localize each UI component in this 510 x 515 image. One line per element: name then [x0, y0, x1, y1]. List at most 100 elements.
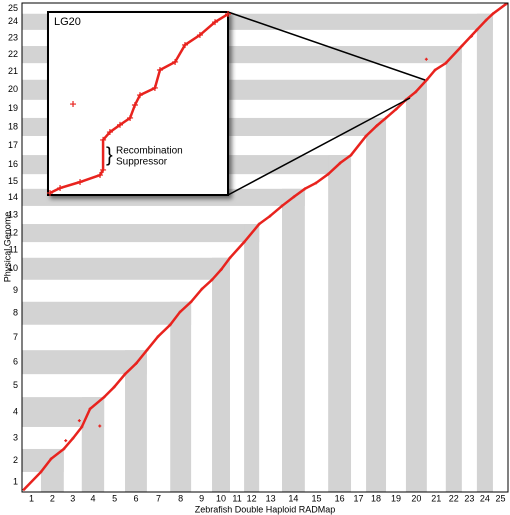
x-tick-label: 4 — [90, 493, 95, 503]
point — [257, 222, 261, 226]
band — [212, 257, 231, 492]
x-tick-label: 13 — [266, 493, 276, 503]
point — [470, 34, 474, 38]
point — [106, 129, 113, 136]
x-tick-label: 15 — [312, 493, 322, 503]
y-tick-label: 4 — [13, 406, 18, 416]
point — [212, 19, 219, 26]
band — [22, 224, 260, 243]
x-tick-label: 17 — [354, 493, 364, 503]
y-tick-label: 9 — [13, 285, 18, 295]
point — [97, 172, 104, 179]
y-tick-label: 23 — [8, 32, 18, 42]
point — [49, 457, 53, 461]
point — [57, 185, 64, 192]
y-tick-label: 5 — [13, 380, 18, 390]
point — [88, 407, 92, 411]
band — [405, 79, 427, 492]
y-tick-label: 25 — [8, 3, 18, 13]
point — [156, 67, 163, 74]
x-tick-label: 9 — [199, 493, 204, 503]
y-tick-label: 22 — [8, 49, 18, 59]
point — [375, 124, 379, 128]
band — [445, 46, 462, 492]
y-tick-label: 17 — [8, 140, 18, 150]
y-tick-label: 14 — [8, 192, 18, 202]
point — [200, 287, 204, 291]
x-tick-label: 21 — [431, 493, 441, 503]
point — [189, 300, 193, 304]
y-axis-label: Physical Genome — [2, 212, 12, 283]
y-tick-label: 11 — [9, 244, 18, 254]
inset-plot — [46, 11, 231, 196]
point — [123, 372, 127, 376]
point — [280, 204, 284, 208]
x-tick-label: 10 — [216, 493, 226, 503]
point — [64, 439, 68, 443]
point — [156, 334, 160, 338]
inset-frame — [47, 11, 229, 196]
annotation: Suppressor — [116, 157, 168, 168]
x-tick-label: 19 — [391, 493, 401, 503]
band — [282, 188, 305, 492]
y-tick-label: 2 — [13, 455, 18, 465]
point — [22, 488, 26, 492]
point — [475, 28, 479, 32]
band — [170, 301, 192, 492]
x-tick-label: 22 — [449, 493, 459, 503]
point — [117, 121, 123, 128]
point — [98, 424, 102, 428]
point — [225, 11, 231, 18]
point — [151, 84, 158, 91]
y-tick-label: 8 — [13, 308, 18, 318]
point — [444, 61, 448, 65]
point — [62, 447, 66, 451]
band — [40, 448, 64, 492]
x-tick-label: 1 — [29, 493, 34, 503]
y-tick-label: 20 — [8, 84, 18, 94]
point — [134, 361, 138, 365]
point — [460, 44, 464, 48]
y-tick-label: 10 — [8, 263, 18, 273]
x-tick-label: 5 — [112, 493, 117, 503]
point — [145, 348, 149, 352]
band — [366, 117, 387, 492]
band — [244, 224, 260, 492]
annotation: Recombination — [116, 146, 183, 157]
y-tick-label: 21 — [8, 66, 18, 76]
x-tick-label: 8 — [178, 493, 183, 503]
y-tick-label: 6 — [13, 357, 18, 367]
inset-title: LG20 — [54, 16, 81, 28]
point — [303, 187, 307, 191]
y-tick-label: 19 — [8, 103, 18, 113]
trend-line — [23, 2, 507, 491]
band — [476, 13, 493, 493]
point — [228, 256, 232, 260]
point — [242, 240, 246, 244]
point — [219, 268, 223, 272]
band — [22, 350, 147, 375]
x-tick-label: 6 — [133, 493, 138, 503]
point — [77, 179, 84, 186]
point — [394, 107, 398, 111]
point — [178, 310, 182, 314]
zoom-line — [227, 97, 411, 196]
x-tick-label: 25 — [495, 493, 505, 503]
x-tick-label: 12 — [247, 493, 257, 503]
point — [414, 90, 418, 94]
x-tick-label: 20 — [411, 493, 421, 503]
y-tick-label: 24 — [8, 16, 18, 26]
point — [172, 58, 179, 65]
y-tick-label: 16 — [8, 159, 18, 169]
band — [22, 301, 192, 325]
point — [181, 41, 188, 48]
x-tick-label: 11 — [232, 493, 241, 503]
point — [314, 181, 318, 185]
point — [100, 166, 107, 173]
point — [425, 78, 429, 82]
point — [168, 323, 172, 327]
x-tick-label: 2 — [50, 493, 55, 503]
x-tick-label: 14 — [288, 493, 298, 503]
point — [210, 278, 214, 282]
